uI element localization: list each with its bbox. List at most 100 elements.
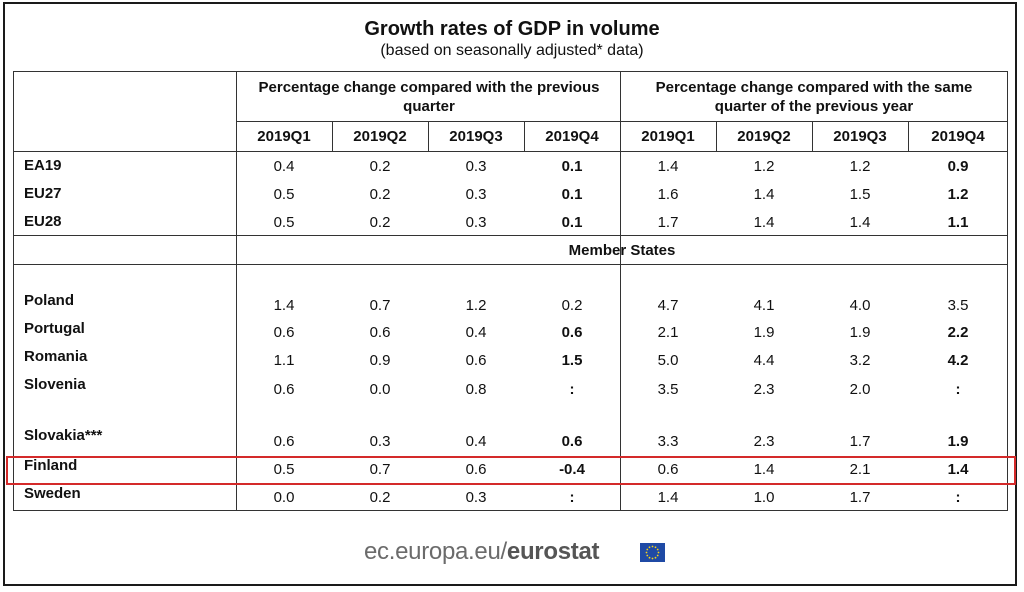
figure-frame <box>3 2 1017 586</box>
table-cell: 4.0 <box>849 297 871 314</box>
table-cell: 0.2 <box>369 214 391 231</box>
divider-member-states <box>14 264 1008 265</box>
table-cell: 0.0 <box>369 381 391 398</box>
table-cell: 0.2 <box>369 489 391 506</box>
table-cell: : <box>955 489 961 506</box>
table-cell: 0.1 <box>561 186 583 203</box>
table-cell: 0.6 <box>273 433 295 450</box>
table-cell: 1.5 <box>561 352 583 369</box>
table-cell: 4.1 <box>753 297 775 314</box>
table-cell: 1.9 <box>849 324 871 341</box>
table-cell: 2.3 <box>753 381 775 398</box>
table-cell: 2.1 <box>849 461 871 478</box>
table-cell: 0.4 <box>465 324 487 341</box>
table-cell: 1.0 <box>753 489 775 506</box>
table-cell: : <box>955 381 961 398</box>
table-cell: 1.4 <box>657 489 679 506</box>
group-header-previous-quarter: Percentage change compared with the prev… <box>258 79 600 115</box>
quarter-header: 2019Q2 <box>353 128 407 145</box>
row-label: EA19 <box>24 157 62 174</box>
table-cell: 1.4 <box>753 461 775 478</box>
table-cell: 0.4 <box>465 433 487 450</box>
table-cell: 0.9 <box>947 158 969 175</box>
table-cell: 4.2 <box>947 352 969 369</box>
divider-group-header <box>236 121 1008 122</box>
table-cell: 1.2 <box>947 186 969 203</box>
table-cell: 0.2 <box>561 297 583 314</box>
table-cell: 1.4 <box>753 186 775 203</box>
table-cell: 3.3 <box>657 433 679 450</box>
group-header-previous-year: Percentage change compared with the same… <box>655 79 973 115</box>
table-cell: 2.3 <box>753 433 775 450</box>
table-cell: 1.7 <box>849 433 871 450</box>
table-cell: 1.6 <box>657 186 679 203</box>
divider-groups <box>620 72 621 511</box>
table-cell: 1.1 <box>947 214 969 231</box>
row-label: Portugal <box>24 320 85 337</box>
quarter-header: 2019Q4 <box>931 128 985 145</box>
table-cell: 1.2 <box>753 158 775 175</box>
table-cell: 0.7 <box>369 297 391 314</box>
row-label: EU28 <box>24 213 62 230</box>
table-cell: 0.5 <box>273 186 295 203</box>
table-cell: 1.7 <box>849 489 871 506</box>
table-cell: 0.6 <box>273 381 295 398</box>
table-cell: 0.2 <box>369 186 391 203</box>
table-cell: 2.0 <box>849 381 871 398</box>
table-cell: 1.1 <box>273 352 295 369</box>
divider-label-column <box>236 72 237 511</box>
table-cell: 0.8 <box>465 381 487 398</box>
divider-q <box>428 121 429 151</box>
table-cell: 0.0 <box>273 489 295 506</box>
table-cell: 3.5 <box>947 297 969 314</box>
row-label: Slovenia <box>24 376 86 393</box>
table-cell: 1.5 <box>849 186 871 203</box>
table-cell: 1.7 <box>657 214 679 231</box>
divider-aggregates <box>14 235 1008 236</box>
table-cell: 1.9 <box>753 324 775 341</box>
table-cell: 0.3 <box>465 214 487 231</box>
table-cell: : <box>569 381 575 398</box>
row-label: EU27 <box>24 185 62 202</box>
table-cell: 0.1 <box>561 214 583 231</box>
row-label: Finland <box>24 457 78 474</box>
table-cell: 0.6 <box>561 324 583 341</box>
table-title: Growth rates of GDP in volume <box>364 18 660 40</box>
quarter-header: 2019Q3 <box>833 128 887 145</box>
table-cell: 0.4 <box>273 158 295 175</box>
eu-flag-icon <box>640 543 665 562</box>
table-cell: 0.6 <box>465 461 487 478</box>
table-cell: 0.5 <box>273 214 295 231</box>
table-cell: 0.6 <box>465 352 487 369</box>
table-cell: 4.7 <box>657 297 679 314</box>
table-cell: 0.6 <box>369 324 391 341</box>
table-cell: 3.2 <box>849 352 871 369</box>
quarter-header: 2019Q2 <box>737 128 791 145</box>
table-cell: 0.2 <box>369 158 391 175</box>
table-cell: -0.4 <box>559 461 585 478</box>
table-cell: 0.9 <box>369 352 391 369</box>
table-cell: 0.3 <box>369 433 391 450</box>
table-cell: 1.9 <box>947 433 969 450</box>
row-label: Sweden <box>24 485 81 502</box>
table-cell: 1.4 <box>849 214 871 231</box>
table-cell: 0.5 <box>273 461 295 478</box>
table-cell: 1.4 <box>273 297 295 314</box>
table-cell: 1.4 <box>947 461 969 478</box>
table-cell: 4.4 <box>753 352 775 369</box>
divider-q <box>332 121 333 151</box>
row-label: Slovakia*** <box>24 427 103 444</box>
footer-brand: eurostat <box>506 538 600 565</box>
table-cell: 0.3 <box>465 158 487 175</box>
table-cell: : <box>569 489 575 506</box>
table-cell: 1.4 <box>753 214 775 231</box>
table-cell: 1.2 <box>465 297 487 314</box>
table-cell: 1.2 <box>849 158 871 175</box>
divider-q <box>812 121 813 151</box>
section-member-states: Member States <box>568 242 676 259</box>
table-cell: 0.7 <box>369 461 391 478</box>
divider-q <box>716 121 717 151</box>
divider-q <box>908 121 909 151</box>
highlight-finland <box>6 456 1016 485</box>
divider-quarter-header <box>14 151 1008 152</box>
